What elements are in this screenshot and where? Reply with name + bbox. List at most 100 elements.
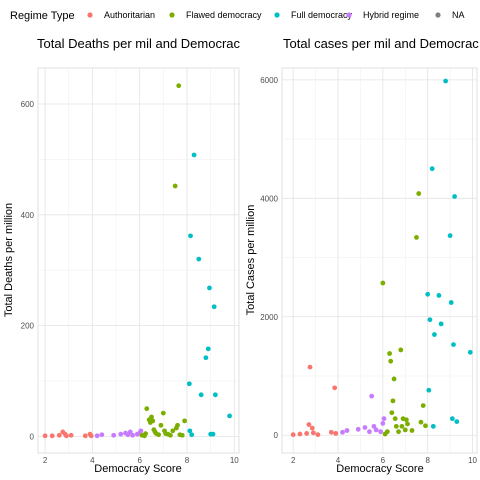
y-tick-label: 0 <box>30 432 35 441</box>
data-point-flawed-democracy <box>391 376 397 382</box>
data-point-hybrid-regime <box>138 428 144 434</box>
data-point-hybrid-regime <box>367 429 372 435</box>
data-point-full-democracy <box>447 233 453 239</box>
data-point-flawed-democracy <box>392 416 398 422</box>
data-point-full-democracy <box>429 166 435 172</box>
data-point-hybrid-regime <box>378 429 384 435</box>
deaths-y-axis-label: Total Deaths per million <box>3 203 15 317</box>
data-point-hybrid-regime <box>111 432 117 438</box>
data-point-full-democracy <box>196 256 202 262</box>
deaths-tick-labels: 2 4 6 8 10 0 200 400 600 <box>21 100 240 465</box>
cases-chart-title: Total cases per mil and Democrac <box>283 36 479 51</box>
data-point-hybrid-regime <box>355 426 361 432</box>
data-point-flawed-democracy <box>150 418 156 424</box>
data-point-authoritarian <box>290 432 296 438</box>
x-tick-label: 2 <box>43 456 48 465</box>
data-point-full-democracy <box>430 423 436 429</box>
data-point-hybrid-regime <box>362 425 368 430</box>
x-tick-label: 8 <box>185 456 190 465</box>
data-point-flawed-democracy <box>414 235 419 240</box>
x-tick-label: 10 <box>468 456 477 465</box>
cases-chart-panel: Total cases per mil and Democrac 2 4 6 8 10 0… <box>245 36 479 475</box>
x-tick-label: 10 <box>230 456 239 465</box>
data-point-hybrid-regime <box>381 416 387 422</box>
data-point-flawed-democracy <box>149 414 154 420</box>
data-point-flawed-democracy <box>380 280 386 286</box>
legend-key-hybrid-regime <box>346 12 352 18</box>
data-point-flawed-democracy <box>398 347 404 353</box>
deaths-plot-area <box>37 67 240 454</box>
data-point-full-democracy <box>436 293 442 298</box>
x-tick-label: 6 <box>137 456 142 465</box>
data-point-flawed-democracy <box>160 410 166 416</box>
data-point-full-democracy <box>191 152 197 158</box>
data-point-authoritarian <box>333 431 339 436</box>
data-point-flawed-democracy <box>389 410 395 416</box>
data-point-flawed-democracy <box>420 403 426 409</box>
data-point-full-democracy <box>211 304 217 310</box>
data-point-authoritarian <box>56 432 62 438</box>
y-tick-label: 200 <box>21 322 35 331</box>
legend-title: Regime Type <box>10 10 75 22</box>
x-tick-label: 6 <box>381 456 386 465</box>
data-point-hybrid-regime <box>344 428 350 433</box>
data-point-full-democracy <box>425 291 431 297</box>
x-tick-label: 4 <box>90 456 95 465</box>
data-point-full-democracy <box>198 392 204 398</box>
data-point-full-democracy <box>210 431 216 437</box>
data-point-flawed-democracy <box>405 421 410 427</box>
data-point-full-democracy <box>426 387 432 393</box>
x-tick-label: 2 <box>291 456 296 465</box>
data-point-full-democracy <box>189 432 195 438</box>
data-point-hybrid-regime <box>94 433 100 439</box>
y-tick-label: 400 <box>21 211 35 220</box>
data-point-flawed-democracy <box>144 406 150 412</box>
y-tick-label: 4000 <box>260 194 278 203</box>
data-point-authoritarian <box>315 432 321 438</box>
data-point-flawed-democracy <box>387 351 392 356</box>
cases-y-axis-label: Total Cases per million <box>245 205 257 316</box>
cases-tick-labels: 2 4 6 8 10 0 2000 4000 6000 <box>260 76 477 465</box>
data-point-flawed-democracy <box>402 427 408 433</box>
data-point-authoritarian <box>328 429 334 435</box>
data-point-full-democracy <box>452 194 457 199</box>
data-point-full-democracy <box>454 419 460 425</box>
legend-key-full-democracy <box>274 12 280 18</box>
data-point-full-democracy <box>227 413 232 419</box>
data-point-hybrid-regime <box>118 431 124 437</box>
data-point-hybrid-regime <box>373 427 379 433</box>
legend: Regime Type Authoritarian Flawed democrac… <box>10 10 465 22</box>
deaths-chart-title: Total Deaths per mil and Democrac <box>37 36 241 51</box>
data-point-authoritarian <box>88 433 94 439</box>
data-point-full-democracy <box>443 78 449 84</box>
data-point-flawed-democracy <box>168 432 173 438</box>
data-point-flawed-democracy <box>176 83 182 89</box>
legend-label: Full democracy <box>291 10 353 20</box>
legend-label: Flawed democracy <box>186 10 262 20</box>
cases-plot-area <box>281 67 478 454</box>
data-point-full-democracy <box>449 416 455 422</box>
data-point-full-democracy <box>427 317 433 323</box>
data-point-flawed-democracy <box>182 418 188 424</box>
y-tick-label: 600 <box>21 100 35 109</box>
data-point-flawed-democracy <box>423 423 428 429</box>
y-tick-label: 6000 <box>260 76 278 85</box>
data-point-authoritarian <box>306 422 312 427</box>
data-point-hybrid-regime <box>99 432 105 438</box>
data-point-hybrid-regime <box>130 432 135 438</box>
y-tick-label: 2000 <box>260 313 278 322</box>
data-point-hybrid-regime <box>371 423 377 429</box>
data-point-flawed-democracy <box>388 358 394 364</box>
deaths-chart-panel: Total Deaths per mil and Democrac 2 4 6 8 10… <box>3 36 241 475</box>
legend-key-na <box>435 12 441 18</box>
data-point-authoritarian <box>307 364 313 370</box>
data-point-full-democracy <box>186 381 192 387</box>
data-point-flawed-democracy <box>175 422 180 428</box>
deaths-x-axis-label: Democracy Score <box>94 463 181 475</box>
data-point-authoritarian <box>63 433 69 439</box>
data-point-full-democracy <box>203 355 209 361</box>
data-point-authoritarian <box>304 431 310 436</box>
data-point-flawed-democracy <box>143 431 148 437</box>
data-point-flawed-democracy <box>172 183 178 189</box>
